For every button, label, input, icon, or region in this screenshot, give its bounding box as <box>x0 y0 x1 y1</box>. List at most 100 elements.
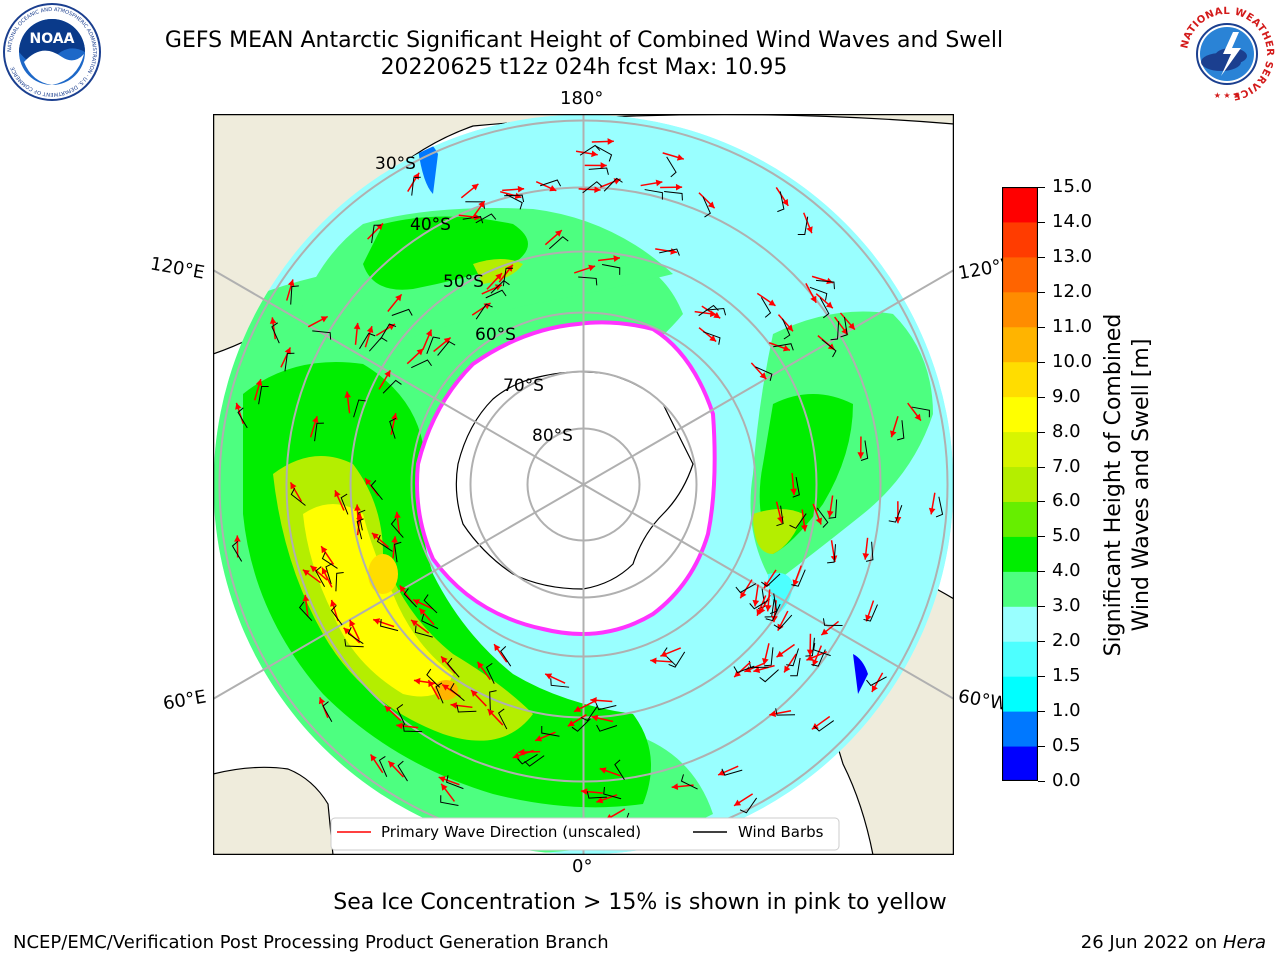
wind-barb <box>789 513 807 529</box>
wind-barb <box>402 724 423 733</box>
wave-direction-arrowhead <box>365 478 372 486</box>
polar-map: 30°S 40°S 50°S 60°S 70°S 80°S Primary Wa… <box>213 114 954 855</box>
wind-barb <box>414 625 433 638</box>
wave-direction-arrowhead <box>416 348 424 356</box>
wave-direction-arrowhead <box>790 488 797 495</box>
wind-barb <box>437 340 456 356</box>
wind-barb <box>777 191 785 213</box>
wind-barb <box>376 534 393 552</box>
wave-direction-arrowhead <box>862 553 870 560</box>
wind-barb <box>500 646 512 667</box>
colorbar-band <box>1002 536 1038 572</box>
wind-barb <box>489 690 497 711</box>
wind-barb <box>475 213 497 224</box>
wave-direction-arrowhead <box>890 430 897 438</box>
wind-barb <box>813 720 835 732</box>
wind-barb <box>403 588 418 608</box>
wave-direction-arrowhead <box>591 714 599 722</box>
wave-direction-arrowhead <box>384 705 392 713</box>
wind-barb <box>446 657 460 678</box>
wind-barb <box>580 705 599 722</box>
colorbar-band <box>1002 711 1038 747</box>
wind-barb <box>456 705 477 713</box>
wave-direction-arrowhead <box>487 709 495 716</box>
colorbar-tick-label: 8.0 <box>1052 420 1081 442</box>
wave-direction-arrowhead <box>792 579 799 587</box>
wind-barb <box>347 627 364 645</box>
colorbar-tick-mark <box>1038 187 1045 188</box>
wind-barb <box>866 676 887 687</box>
wind-barb <box>759 669 779 683</box>
wind-barb <box>809 286 828 301</box>
wave-direction-arrowhead <box>806 649 814 656</box>
wind-barb <box>830 321 840 341</box>
wave-direction-arrowhead <box>744 666 752 673</box>
wave-direction-arrowhead <box>518 748 525 756</box>
wind-barb <box>816 507 829 528</box>
colorbar-band <box>1002 431 1038 468</box>
wave-direction-arrowhead <box>371 532 379 540</box>
wave-direction-arrowhead <box>848 322 855 330</box>
wave-direction-legend-label: Primary Wave Direction (unscaled) <box>381 823 641 841</box>
wave-direction-arrowhead <box>450 702 458 709</box>
wind-barb <box>659 248 680 256</box>
wind-barb <box>449 682 465 702</box>
colorbar-tick-mark <box>1038 641 1045 643</box>
colorbar-tick-label: 13.0 <box>1052 245 1093 267</box>
wind-barb <box>764 647 774 667</box>
colorbar-band <box>1002 466 1038 502</box>
wind-barb <box>322 701 333 722</box>
wave-direction-arrowhead <box>549 185 557 192</box>
wave-direction-arrowhead <box>471 690 478 697</box>
wave-direction-arrowhead <box>394 511 401 519</box>
wind-barb <box>815 279 835 290</box>
footer-branch: NCEP/EMC/Verification Post Processing Pr… <box>13 932 609 953</box>
wave-direction-arrowhead <box>555 230 562 237</box>
wave-direction-arrowhead <box>471 183 479 191</box>
wave-direction-arrowhead <box>330 599 337 607</box>
colorbar-tick-mark <box>1038 676 1045 678</box>
wind-barb <box>680 774 698 790</box>
wave-direction-arrowhead <box>235 402 242 410</box>
wave-direction-arrowhead <box>740 591 747 599</box>
colorbar-tick-mark <box>1038 606 1045 608</box>
lon-label-60e: 60°E <box>161 686 208 715</box>
wave-direction-arrowhead <box>894 517 902 524</box>
wave-direction-arrowhead <box>388 761 396 768</box>
wave-direction-arrowhead <box>857 452 865 459</box>
wave-direction-arrowhead <box>349 619 356 627</box>
wave-direction-arrowhead <box>344 391 352 398</box>
wind-barb <box>578 276 598 286</box>
wave-direction-arrowhead <box>512 752 520 759</box>
wave-direction-arrowhead <box>495 273 502 280</box>
wind-barb <box>614 759 625 781</box>
wave-direction-arrowhead <box>334 490 341 498</box>
wave-direction-arrowhead <box>782 345 790 352</box>
wave-direction-arrowhead <box>671 783 679 790</box>
wind-barb <box>462 216 484 224</box>
wave-direction-arrowhead <box>596 796 604 804</box>
wave-direction-arrowhead <box>373 618 381 625</box>
wave-direction-arrowhead <box>514 192 522 200</box>
sea-ice-note: Sea Ice Concentration > 15% is shown in … <box>333 890 947 915</box>
wave-direction-arrowhead <box>391 536 398 543</box>
wind-barb <box>359 332 376 350</box>
wind-barb <box>314 422 324 442</box>
wind-barb <box>603 177 623 192</box>
wave-direction-arrowhead <box>411 619 419 627</box>
wind-barb <box>550 678 570 688</box>
lat-label-30s: 30°S <box>375 154 416 174</box>
wave-direction-arrowhead <box>764 604 772 612</box>
wind-barb <box>397 760 408 782</box>
colorbar-tick-mark <box>1038 466 1045 468</box>
wave-direction-arrowhead <box>413 677 421 685</box>
colorbar-label-line2: Wind Waves and Swell [m] <box>1129 338 1154 632</box>
wind-barb <box>739 797 758 814</box>
footer-date: 26 Jun 2022 on Hera <box>1081 932 1266 953</box>
wave-direction-arrowhead <box>594 186 601 194</box>
wind-barb <box>485 289 507 299</box>
wind-barb <box>827 544 836 564</box>
colorbar-tick-label: 5.0 <box>1052 525 1081 547</box>
wind-barb <box>497 708 508 730</box>
wind-barb <box>735 583 757 594</box>
